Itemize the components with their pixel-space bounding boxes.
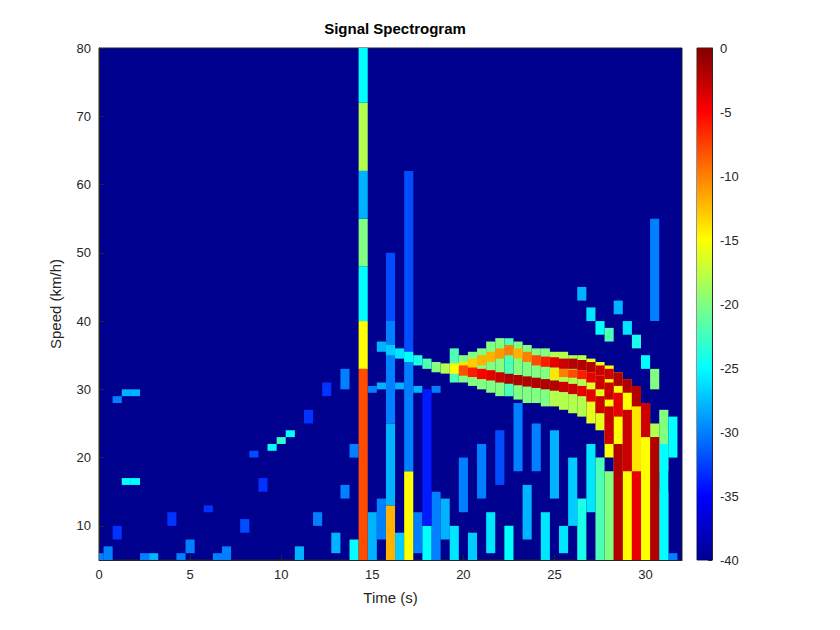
svg-text:70: 70 bbox=[77, 109, 91, 124]
svg-text:30: 30 bbox=[77, 382, 91, 397]
svg-text:80: 80 bbox=[77, 41, 91, 56]
svg-text:10: 10 bbox=[77, 518, 91, 533]
svg-text:10: 10 bbox=[274, 567, 288, 582]
svg-text:-10: -10 bbox=[720, 169, 739, 184]
svg-text:20: 20 bbox=[456, 567, 470, 582]
svg-text:-5: -5 bbox=[720, 105, 732, 120]
svg-text:0: 0 bbox=[720, 41, 727, 56]
svg-text:-25: -25 bbox=[720, 361, 739, 376]
svg-text:50: 50 bbox=[77, 245, 91, 260]
svg-text:Time (s): Time (s) bbox=[363, 589, 417, 606]
svg-text:Speed (km/h): Speed (km/h) bbox=[47, 259, 64, 349]
svg-text:-40: -40 bbox=[720, 553, 739, 568]
svg-text:40: 40 bbox=[77, 314, 91, 329]
svg-text:60: 60 bbox=[77, 177, 91, 192]
svg-text:Signal Spectrogram: Signal Spectrogram bbox=[324, 20, 466, 37]
svg-text:25: 25 bbox=[547, 567, 561, 582]
svg-text:-15: -15 bbox=[720, 233, 739, 248]
svg-text:0: 0 bbox=[95, 567, 102, 582]
svg-text:-20: -20 bbox=[720, 297, 739, 312]
svg-text:5: 5 bbox=[186, 567, 193, 582]
svg-text:-35: -35 bbox=[720, 489, 739, 504]
svg-text:15: 15 bbox=[365, 567, 379, 582]
svg-text:30: 30 bbox=[638, 567, 652, 582]
svg-text:-30: -30 bbox=[720, 425, 739, 440]
svg-text:20: 20 bbox=[77, 450, 91, 465]
